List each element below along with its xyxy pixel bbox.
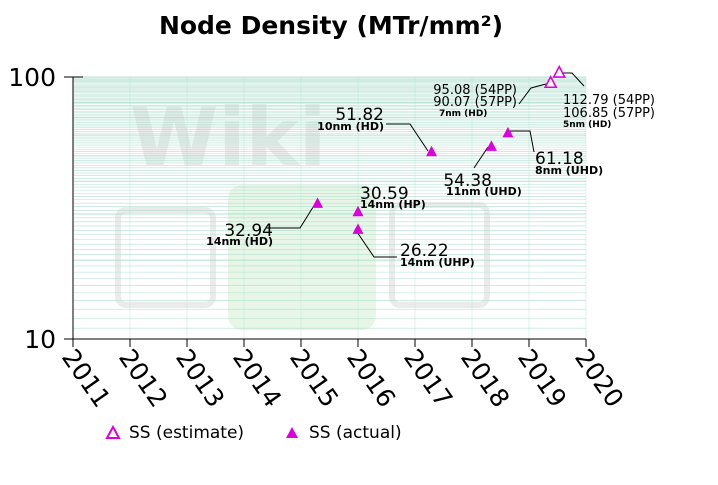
marker-actual-1 (352, 205, 364, 217)
data-markers (312, 64, 567, 234)
leader-line-7nm (518, 83, 547, 105)
x-tick-label-2011: 2011 (56, 344, 116, 413)
legend-label-actual: SS (actual) (309, 423, 402, 443)
annotation-value-51-82: 51.82 (335, 105, 384, 125)
annotation-value-7nm-54pp: 95.08 (54PP) (433, 83, 517, 98)
annotation-value-30-59: 30.59 (360, 184, 409, 204)
annotation-value-61-18: 61.18 (535, 149, 584, 169)
legend: SS (estimate) SS (actual) (105, 423, 402, 443)
leader-line-32-94 (266, 203, 316, 229)
annotation-node-10nm-hd: 10nm (HD) (317, 120, 384, 133)
annotation-labels: 32.94 14nm (HD) 30.59 14nm (HP) 26.22 14… (206, 83, 655, 269)
marker-estimate-1 (552, 64, 567, 78)
annotation-node-7nm-hd: 7nm (HD) (439, 109, 487, 119)
x-tick-label-2014: 2014 (227, 344, 287, 413)
watermark-text: Wiki (130, 91, 326, 184)
x-tick-label-2020: 2020 (569, 344, 629, 413)
legend-label-estimate: SS (estimate) (129, 423, 244, 443)
annotation-node-8nm-uhd: 8nm (UHD) (535, 164, 603, 177)
annotation-value-5nm-57pp: 106.85 (57PP) (563, 106, 655, 121)
annotation-value-26-22: 26.22 (400, 241, 449, 261)
x-tick-label-2016: 2016 (341, 344, 401, 413)
x-tick-label-2019: 2019 (512, 344, 572, 413)
grid-lines (72, 76, 587, 340)
y-tick-label-100: 100 (8, 63, 56, 92)
x-tick-label-2015: 2015 (284, 344, 344, 413)
leader-line-61-18 (506, 130, 535, 153)
annotation-node-14nm-uhp: 14nm (UHP) (400, 256, 475, 269)
annotation-node-5nm-hd: 5nm (HD) (563, 120, 611, 130)
axes (64, 76, 587, 347)
marker-estimate-0 (543, 75, 558, 89)
annotation-value-5nm-54pp: 112.79 (54PP) (563, 93, 655, 108)
leader-line-26-22 (354, 228, 397, 258)
marker-actual-0 (312, 197, 324, 208)
marker-actual-5 (502, 126, 514, 138)
annotation-value-7nm-57pp: 90.07 (57PP) (433, 95, 517, 110)
annotation-node-14nm-hp: 14nm (HP) (360, 198, 426, 211)
marker-actual-2 (352, 223, 364, 234)
annotation-node-11nm-uhd: 11nm (UHD) (446, 185, 522, 198)
x-tick-label-2018: 2018 (455, 344, 515, 413)
leader-line-51-82 (386, 123, 429, 152)
x-tick-label-2017: 2017 (398, 344, 458, 413)
marker-actual-3 (426, 145, 438, 157)
x-tick-label-2013: 2013 (170, 344, 230, 413)
annotation-node-14nm-hd: 14nm (HD) (206, 235, 273, 248)
y-tick-labels: 10 100 (8, 63, 56, 354)
annotation-value-32-94: 32.94 (224, 221, 273, 241)
legend-marker-actual (286, 427, 298, 438)
annotation-value-54-38: 54.38 (443, 171, 492, 191)
watermark-right-shape (389, 202, 490, 308)
marker-actual-4 (485, 140, 497, 151)
watermark-chip-shape (228, 185, 376, 330)
watermark-left-shape (115, 207, 216, 308)
leader-line-54-38 (473, 146, 489, 169)
chart-title: Node Density (MTr/mm²) (159, 11, 503, 40)
x-tick-label-2012: 2012 (113, 344, 173, 413)
legend-marker-estimate (105, 424, 121, 439)
y-tick-label-10: 10 (24, 325, 56, 354)
